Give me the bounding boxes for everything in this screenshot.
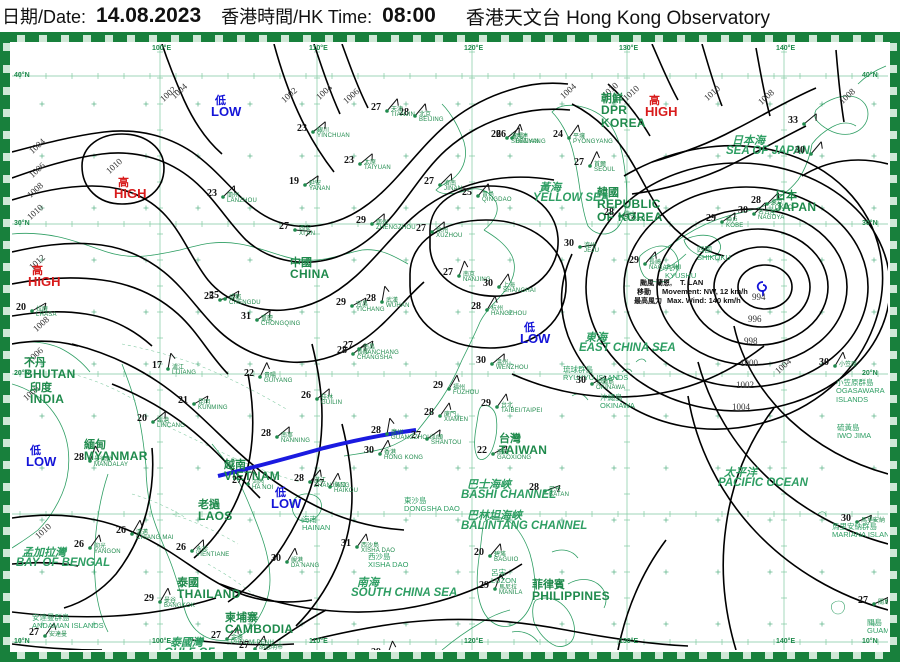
header-bar: 日期/Date: 14.08.2023 香港時間/HK Time: 08:00 … (0, 0, 900, 32)
frame-dash-right (890, 35, 897, 659)
weather-chart: 40°N 40°N 30°N 30°N 20°N 20°N 10°N 10°N 100°E 100… (0, 32, 900, 662)
plus-grid (39, 101, 877, 627)
frame-dash-bottom (3, 652, 897, 659)
date-label: 日期/Date: (2, 7, 87, 27)
map-graphics (12, 44, 888, 650)
coastlines (12, 65, 887, 650)
isobars (12, 44, 888, 650)
time-value: 08:00 (382, 4, 436, 27)
agency-name: 香港天文台 Hong Kong Observatory (465, 7, 770, 29)
frame-dash-top (3, 35, 897, 42)
wind-barbs (31, 98, 888, 650)
graticule (12, 44, 888, 650)
typhoon-center-symbol (756, 281, 767, 296)
frame-dash-left (3, 35, 10, 659)
time-label: 香港時間/HK Time: (221, 7, 373, 27)
map-plot-area: 40°N 40°N 30°N 30°N 20°N 20°N 10°N 10°N 100°E 100… (12, 44, 888, 650)
date-value: 14.08.2023 (96, 4, 202, 27)
station-dots (30, 109, 876, 650)
map-frame (0, 32, 900, 662)
